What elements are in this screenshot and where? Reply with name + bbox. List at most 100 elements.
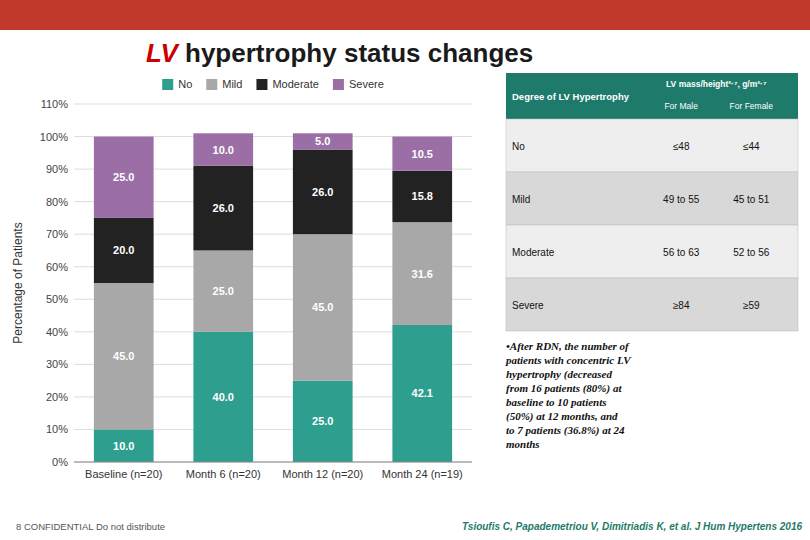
bar-segment [392,222,452,325]
legend-swatch [206,79,217,90]
annotation-line: hypertrophy (decreased [506,368,613,381]
annotation-line: to 7 patients (36.8%) at 24 [506,424,625,437]
x-tick-label: Month 12 (n=20) [282,468,363,480]
table-cell: 56 to 63 [663,247,700,258]
data-label: 26.0 [312,186,333,198]
data-labels: 10.0 40.0 25.0 42.1 45.0 25.0 45.0 31.6 20.0 26.0… [113,135,433,451]
bar-segment [94,283,154,429]
table-row-bg [506,172,798,225]
bar-segment [392,325,452,462]
grid [74,104,472,462]
table-cell: Severe [512,300,544,311]
chart: LV hypertrophy status changes 0% 10% 20% 30%… [0,0,810,540]
data-label: 45.0 [113,350,134,362]
data-label: 40.0 [213,391,234,403]
legend-label: No [178,78,192,90]
annotation-line: •After RDN, the number of [506,340,630,352]
title: LV hypertrophy status changes [146,38,533,68]
table-header: Degree of LV Hypertrophy [512,91,630,102]
bar-segment [193,166,253,251]
x-axis-line [74,462,472,463]
data-label: 5.0 [315,135,330,147]
bar-segment [392,171,452,222]
y-tick-label: 70% [46,228,68,240]
grid-line [74,104,472,105]
table-column-header: For Female [730,101,774,111]
bar-segment [193,332,253,462]
legend-swatch [162,79,173,90]
y-tick-label: 90% [46,163,68,175]
y-tick-label: 60% [46,261,68,273]
bars [94,133,452,462]
y-tick-label: 20% [46,391,68,403]
table-cell: ≥59 [743,300,760,311]
data-label: 25.0 [213,285,234,297]
y-tick-label: 110% [41,98,69,110]
data-label: 25.0 [312,415,333,427]
legend: No Mild Moderate Severe [162,78,384,90]
table-row-bg [506,119,798,172]
bar-segment [94,429,154,462]
data-label: 10.0 [113,440,134,452]
data-label: 31.6 [412,268,433,280]
bar-segment [193,133,253,166]
table-header-bg [506,73,798,119]
y-tick-label: 0% [52,456,68,468]
data-label: 20.0 [113,244,134,256]
data-label: 45.0 [312,301,333,313]
bar-segment [193,250,253,331]
top-bar [0,0,810,30]
data-label: 10.0 [213,144,234,156]
annotation-line: (50%) at 12 months, and [506,410,618,423]
data-label: 25.0 [113,171,134,183]
source: Tsioufis C, Papademetriou V, Dimitriadis… [462,521,802,532]
legend-swatch [256,79,267,90]
footer: 8 CONFIDENTIAL Do not distribute [16,521,165,532]
data-label: 10.5 [412,148,433,160]
x-tick-label: Month 24 (n=19) [382,468,463,480]
bar-segment [94,137,154,218]
table-column-header: For Male [664,101,698,111]
grid-line [74,462,472,463]
bar-segment [293,381,353,462]
table-row-bg [506,278,798,331]
table-row-bg [506,225,798,278]
annotation-line: from 16 patients (80%) at [506,382,622,395]
legend-swatch [333,79,344,90]
bar-segment [293,150,353,235]
table-group-header: LV mass/height²·⁷, g/m²·⁷ [666,79,767,89]
bar-segment [392,137,452,171]
table: Degree of LV Hypertrophy LV mass/height²·… [506,73,798,331]
bar-segment [293,234,353,380]
table-cell: 52 to 56 [733,247,770,258]
data-label: 15.8 [412,190,433,202]
title-emphasis: LV [146,38,180,68]
y-tick-label: 80% [46,196,68,208]
table-cell: No [512,141,525,152]
data-label: 26.0 [213,202,234,214]
annotation-line: patients with concentric LV [505,354,632,366]
y-tick-label: 10% [46,423,68,435]
table-cell: ≤44 [743,141,760,152]
table-cell: Moderate [512,247,555,258]
table-cell: 45 to 51 [733,194,770,205]
annotation-line: baseline to 10 patients [506,396,607,408]
annotation: •After RDN, the number of patients with c… [505,340,632,450]
annotation-line: months [506,438,540,450]
bar-segment [293,133,353,149]
y-tick-label: 40% [46,326,68,338]
x-tick-label: Month 6 (n=20) [186,468,261,480]
legend-label: Severe [349,78,384,90]
bar-segment [94,218,154,283]
table-cell: Mild [512,194,530,205]
table-cell: ≤48 [673,141,690,152]
legend-label: Moderate [272,78,318,90]
table-cell: 49 to 55 [663,194,700,205]
y-axis-label: Percentage of Patients [11,222,25,343]
data-label: 42.1 [412,387,433,399]
y-tick-label: 50% [46,293,68,305]
y-tick-label: 30% [46,358,68,370]
x-tick-label: Baseline (n=20) [85,468,162,480]
legend-label: Mild [222,78,242,90]
table-cell: ≥84 [673,300,690,311]
